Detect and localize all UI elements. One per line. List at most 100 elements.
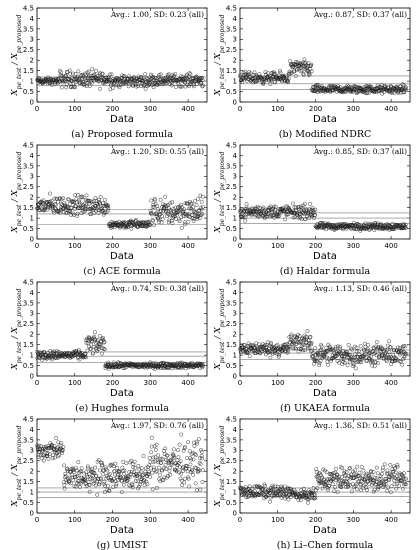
data-point <box>274 343 279 348</box>
data-point <box>342 469 347 474</box>
data-point <box>161 466 166 471</box>
data-point <box>65 468 70 473</box>
data-point <box>87 489 92 494</box>
data-point <box>375 479 380 484</box>
data-point <box>71 200 76 205</box>
y-tick-label: 3 <box>233 447 237 455</box>
data-point <box>192 84 196 89</box>
y-axis-label: Xpe_test / Xpe_proposed <box>213 425 226 507</box>
data-point <box>72 84 77 89</box>
data-point <box>41 198 46 203</box>
data-point <box>323 483 328 488</box>
data-point <box>104 476 109 481</box>
data-point <box>401 486 405 491</box>
data-point <box>47 201 52 206</box>
data-point <box>40 449 44 454</box>
data-point <box>71 71 75 76</box>
data-point <box>41 201 45 206</box>
data-point <box>94 474 99 478</box>
data-point <box>94 347 99 352</box>
data-point <box>85 81 90 86</box>
data-point <box>68 209 73 214</box>
data-point <box>401 343 406 348</box>
data-point <box>50 456 55 461</box>
data-point <box>369 472 374 477</box>
data-point <box>152 196 157 201</box>
data-point <box>254 341 259 346</box>
data-point <box>374 353 379 358</box>
data-point <box>248 489 253 493</box>
data-point <box>116 469 121 474</box>
data-point <box>199 448 203 452</box>
x-tick-label: 300 <box>144 379 157 387</box>
data-point <box>193 199 197 203</box>
data-point <box>344 470 349 474</box>
data-point <box>391 469 396 474</box>
x-tick-label: 200 <box>309 379 322 387</box>
data-point <box>186 201 190 206</box>
data-point <box>126 474 131 479</box>
data-point <box>295 211 300 216</box>
data-point <box>74 466 78 471</box>
data-point <box>154 469 159 474</box>
data-point <box>64 206 69 210</box>
x-tick-label: 300 <box>347 105 360 113</box>
data-point <box>345 350 349 355</box>
y-tick-label: 0.5 <box>23 499 34 507</box>
data-point <box>82 471 87 476</box>
data-point <box>200 78 205 83</box>
data-point <box>148 459 153 464</box>
data-point <box>88 476 93 481</box>
data-point <box>65 205 70 210</box>
data-point <box>336 84 340 89</box>
data-point <box>364 84 369 89</box>
y-tick-label: 4.5 <box>226 278 237 286</box>
data-point <box>322 223 327 228</box>
data-point <box>73 72 78 77</box>
y-tick-label: 0 <box>233 509 237 517</box>
data-point <box>56 349 61 354</box>
data-point <box>199 454 204 458</box>
data-point <box>312 492 317 497</box>
y-tick-label: 3.5 <box>226 299 237 307</box>
data-point <box>363 90 368 95</box>
data-point <box>67 197 71 202</box>
data-point <box>92 211 97 216</box>
data-point <box>107 72 112 77</box>
data-point <box>103 465 108 470</box>
data-point <box>148 79 153 84</box>
y-tick-label: 3.5 <box>23 162 34 170</box>
data-point <box>98 480 102 485</box>
data-point <box>45 207 50 212</box>
data-point <box>324 348 329 353</box>
data-point <box>163 462 168 467</box>
data-point <box>352 352 357 357</box>
data-point <box>136 463 141 468</box>
data-point <box>293 62 298 67</box>
data-point <box>181 209 186 214</box>
data-point <box>404 476 408 481</box>
data-point <box>78 481 83 486</box>
data-point <box>169 463 174 468</box>
data-point <box>119 78 124 83</box>
data-point <box>303 335 308 339</box>
data-point <box>155 469 160 473</box>
x-tick-label: 400 <box>384 379 397 387</box>
data-point <box>273 484 278 489</box>
data-point <box>160 77 165 82</box>
data-point <box>304 63 309 68</box>
panel-7: 0 0.5 1 1.5 2 2.5 3 3.5 4 4.5 0 100 200 300 400 Avg.: 1… <box>213 415 411 550</box>
x-tick-label: 200 <box>309 105 322 113</box>
data-point <box>313 346 318 351</box>
data-point <box>111 485 115 490</box>
data-point <box>395 464 400 469</box>
data-point <box>73 474 78 479</box>
y-axis-label: Xpe_test / Xpe_proposed <box>10 288 23 370</box>
data-point <box>326 342 331 347</box>
data-point <box>352 362 356 367</box>
data-point <box>349 489 354 494</box>
data-point <box>58 73 63 78</box>
data-point <box>274 491 278 495</box>
data-point <box>119 490 124 495</box>
data-point <box>195 215 200 219</box>
